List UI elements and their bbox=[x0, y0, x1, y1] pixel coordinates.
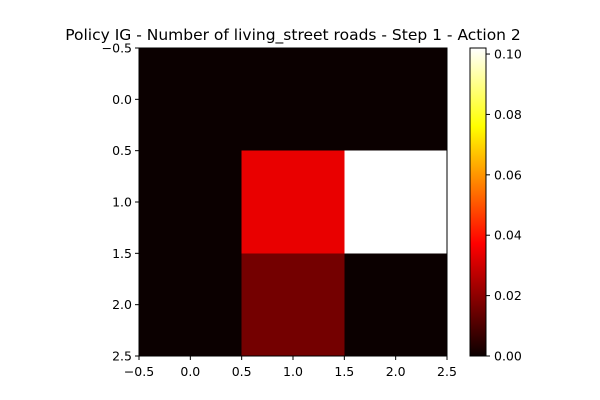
x-tick-label: 2.0 bbox=[386, 364, 406, 379]
axes: −0.5 −0.5 0.0 0.0 0.5 0.5 1.0 1.0 1.5 1.5 2.0 2.0 2.… bbox=[102, 41, 457, 380]
y-tick-label: 2.5 bbox=[112, 349, 132, 364]
heatmap-cells bbox=[139, 48, 447, 356]
heatmap-cell-r0-c0 bbox=[139, 48, 242, 151]
colorbar-tick-label: 0.02 bbox=[494, 288, 522, 303]
y-tick-label: −0.5 bbox=[102, 41, 132, 56]
y-tick-label: 2.0 bbox=[112, 297, 132, 312]
x-tick-label: 0.5 bbox=[232, 364, 252, 379]
heatmap-cell-r2-c1 bbox=[241, 253, 345, 356]
y-tick-label: 1.5 bbox=[112, 246, 132, 261]
colorbar-gradient bbox=[469, 47, 487, 357]
x-tick-label: 1.5 bbox=[334, 364, 354, 379]
heatmap-cell-r2-c0 bbox=[139, 253, 242, 356]
chart-title: Policy IG - Number of living_street road… bbox=[65, 26, 521, 45]
heatmap-cell-r0-c2 bbox=[344, 48, 447, 151]
colorbar: 0.00 0.02 0.04 0.06 0.08 0.10 bbox=[469, 47, 522, 364]
heatmap-cell-r2-c2 bbox=[344, 253, 447, 356]
colorbar-tick-label: 0.04 bbox=[494, 228, 522, 243]
heatmap-cell-r1-c1 bbox=[241, 150, 345, 254]
colorbar-tick-label: 0.10 bbox=[494, 47, 522, 62]
x-tick-label: 2.5 bbox=[437, 364, 457, 379]
x-tick-label: 1.0 bbox=[283, 364, 303, 379]
heatmap-cell-r0-c1 bbox=[241, 48, 345, 151]
heatmap-cell-r1-c0 bbox=[139, 150, 242, 254]
colorbar-tick-label: 0.06 bbox=[494, 167, 522, 182]
y-tick-label: 1.0 bbox=[112, 195, 132, 210]
y-tick-label: 0.0 bbox=[112, 92, 132, 107]
x-tick-label: −0.5 bbox=[124, 364, 154, 379]
colorbar-tick-label: 0.00 bbox=[494, 349, 522, 364]
colorbar-tick-label: 0.08 bbox=[494, 107, 522, 122]
y-tick-label: 0.5 bbox=[112, 143, 132, 158]
heatmap-cell-r1-c2 bbox=[344, 150, 447, 254]
x-tick-label: 0.0 bbox=[180, 364, 200, 379]
